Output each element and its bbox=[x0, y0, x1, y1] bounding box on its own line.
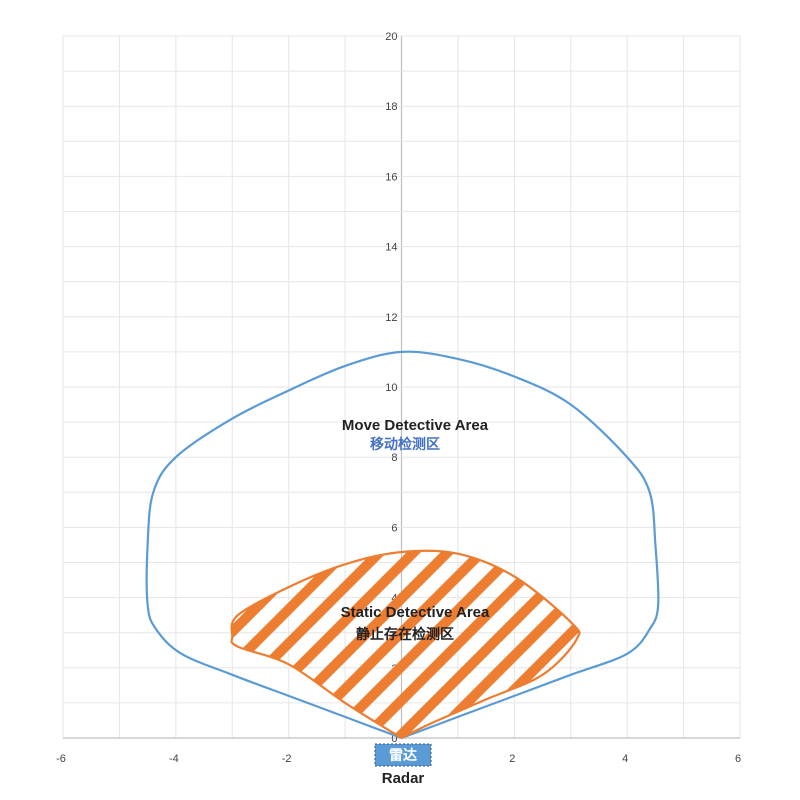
x-tick-label: 2 bbox=[509, 753, 515, 765]
radar-label: Radar bbox=[382, 770, 425, 787]
y-tick-label: 12 bbox=[385, 312, 397, 324]
hatch-stripe bbox=[614, 540, 800, 760]
static-area-label: Static Detective Area bbox=[341, 604, 490, 621]
y-tick-label: 20 bbox=[385, 31, 397, 43]
hatch-stripe bbox=[231, 550, 396, 738]
x-tick-label: -4 bbox=[169, 753, 179, 765]
hatch-stripe bbox=[648, 540, 800, 760]
hatch-stripe bbox=[231, 550, 430, 738]
static-area-label-cn: 静止存在检测区 bbox=[356, 626, 454, 643]
hatch-stripe bbox=[304, 550, 532, 738]
move-area-label: Move Detective Area bbox=[342, 417, 489, 434]
y-tick-label: 16 bbox=[385, 171, 397, 183]
static-detective-area-outline bbox=[230, 549, 581, 740]
x-tick-label: 4 bbox=[622, 753, 628, 765]
static-detective-area-hatching bbox=[231, 540, 800, 760]
hatch-stripe bbox=[542, 550, 580, 738]
hatch-stripe bbox=[372, 550, 580, 738]
hatch-stripe bbox=[236, 550, 464, 738]
y-tick-label: 8 bbox=[391, 452, 397, 464]
x-tick-label: 6 bbox=[735, 753, 741, 765]
radar-label-cn: 雷达 bbox=[389, 747, 417, 764]
x-tick-labels: -6 -4 -2 2 4 6 bbox=[56, 753, 741, 765]
y-tick-label: 6 bbox=[391, 522, 397, 534]
x-tick-label: -6 bbox=[56, 753, 66, 765]
y-tick-label: 14 bbox=[385, 242, 397, 254]
hatch-stripe bbox=[440, 550, 580, 738]
hatch-stripe bbox=[231, 550, 328, 738]
y-tick-label: 18 bbox=[385, 101, 397, 113]
move-detective-area-outline bbox=[145, 350, 660, 740]
radar-marker-box bbox=[374, 743, 432, 767]
x-tick-label: -2 bbox=[282, 753, 292, 765]
hatch-stripe bbox=[508, 550, 580, 738]
y-tick-label: 0 bbox=[391, 733, 397, 745]
hatch-stripe bbox=[474, 550, 580, 738]
hatch-stripe bbox=[576, 550, 580, 738]
move-area-label-cn: 移动检测区 bbox=[370, 436, 440, 453]
y-tick-label: 10 bbox=[385, 382, 397, 394]
hatch-stripe bbox=[406, 550, 580, 738]
hatch-stripe bbox=[231, 550, 294, 738]
